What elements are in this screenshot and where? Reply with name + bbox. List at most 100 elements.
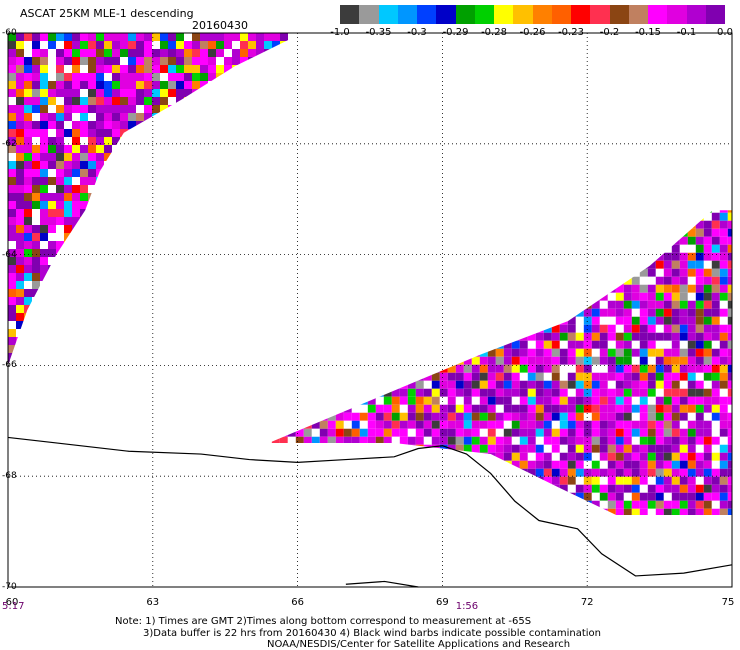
wind-cell (112, 121, 120, 129)
wind-cell (311, 276, 320, 285)
wind-cell (423, 372, 432, 381)
wind-cell (423, 220, 432, 229)
wind-cell (511, 316, 520, 325)
wind-cell (576, 517, 584, 525)
wind-cell (120, 385, 128, 393)
wind-cell (695, 348, 704, 357)
wind-cell (447, 484, 456, 493)
wind-cell (415, 348, 424, 357)
wind-cell (671, 444, 680, 453)
wind-cell (327, 380, 336, 389)
wind-cell (120, 153, 128, 161)
wind-cell (439, 300, 448, 309)
wind-cell (567, 468, 576, 477)
wind-cell (648, 517, 656, 525)
wind-cell (359, 316, 368, 325)
wind-cell (271, 444, 280, 453)
wind-cell (184, 281, 192, 289)
wind-cell (168, 97, 176, 105)
wind-cell (128, 217, 136, 225)
wind-cell (471, 220, 480, 229)
wind-cell (343, 364, 352, 373)
wind-cell (168, 345, 176, 353)
wind-cell (671, 388, 680, 397)
wind-cell (319, 468, 328, 477)
wind-cell (503, 316, 512, 325)
wind-cell (543, 236, 552, 245)
wind-cell (216, 313, 224, 321)
colorbar-segment (705, 5, 725, 24)
wind-cell (200, 369, 208, 377)
wind-cell (224, 121, 232, 129)
latitude-label: -60 (2, 28, 17, 38)
wind-cell (280, 177, 288, 185)
wind-cell (8, 393, 16, 401)
wind-cell (607, 380, 616, 389)
wind-cell (232, 81, 240, 89)
wind-cell (120, 233, 128, 241)
wind-cell (280, 393, 288, 401)
wind-cell (343, 444, 352, 453)
wind-cell (471, 284, 480, 293)
wind-cell (8, 113, 16, 121)
wind-cell (208, 89, 216, 97)
wind-cell (647, 236, 656, 245)
wind-cell (487, 316, 496, 325)
wind-cell (543, 428, 552, 437)
wind-cell (447, 348, 456, 357)
wind-cell (703, 372, 712, 381)
wind-cell (583, 412, 592, 421)
wind-cell (655, 316, 664, 325)
wind-cell (503, 348, 512, 357)
wind-cell (359, 210, 368, 213)
wind-cell (136, 201, 144, 209)
wind-cell (359, 348, 368, 357)
wind-cell (583, 236, 592, 245)
wind-cell (160, 225, 168, 233)
wind-cell (679, 372, 688, 381)
wind-cell (224, 401, 232, 405)
wind-cell (271, 324, 280, 333)
wind-cell (279, 428, 288, 437)
wind-cell (176, 153, 184, 161)
latitude-label: -70 (2, 582, 17, 592)
wind-cell (375, 356, 384, 365)
wind-cell (24, 105, 32, 113)
wind-cell (511, 468, 520, 477)
wind-cell (268, 210, 272, 213)
wind-cell (479, 220, 488, 229)
wind-cell (423, 388, 432, 397)
wind-cell (200, 201, 208, 209)
wind-cell (24, 137, 32, 145)
wind-cell (271, 500, 280, 509)
wind-cell (120, 409, 128, 417)
wind-cell (303, 476, 312, 485)
wind-cell (327, 508, 336, 515)
wind-cell (375, 404, 384, 413)
wind-cell (575, 388, 584, 397)
wind-cell (144, 169, 152, 177)
wind-cell (711, 252, 720, 261)
wind-cell (24, 313, 32, 321)
wind-cell (48, 385, 56, 393)
wind-cell (40, 153, 48, 161)
wind-cell (56, 297, 64, 305)
wind-cell (40, 97, 48, 105)
wind-cell (399, 420, 408, 429)
wind-cell (631, 492, 640, 501)
wind-cell (503, 300, 512, 309)
wind-cell (719, 420, 728, 429)
wind-cell (208, 57, 216, 65)
wind-cell (112, 249, 120, 257)
wind-cell (503, 364, 512, 373)
wind-cell (120, 81, 128, 89)
wind-cell (583, 428, 592, 437)
wind-cell (56, 225, 64, 233)
wind-cell (268, 260, 272, 269)
wind-cell (375, 436, 384, 445)
wind-cell (423, 210, 432, 213)
wind-cell (319, 460, 328, 469)
wind-cell (464, 517, 472, 525)
wind-cell (271, 460, 280, 469)
wind-cell (311, 300, 320, 309)
